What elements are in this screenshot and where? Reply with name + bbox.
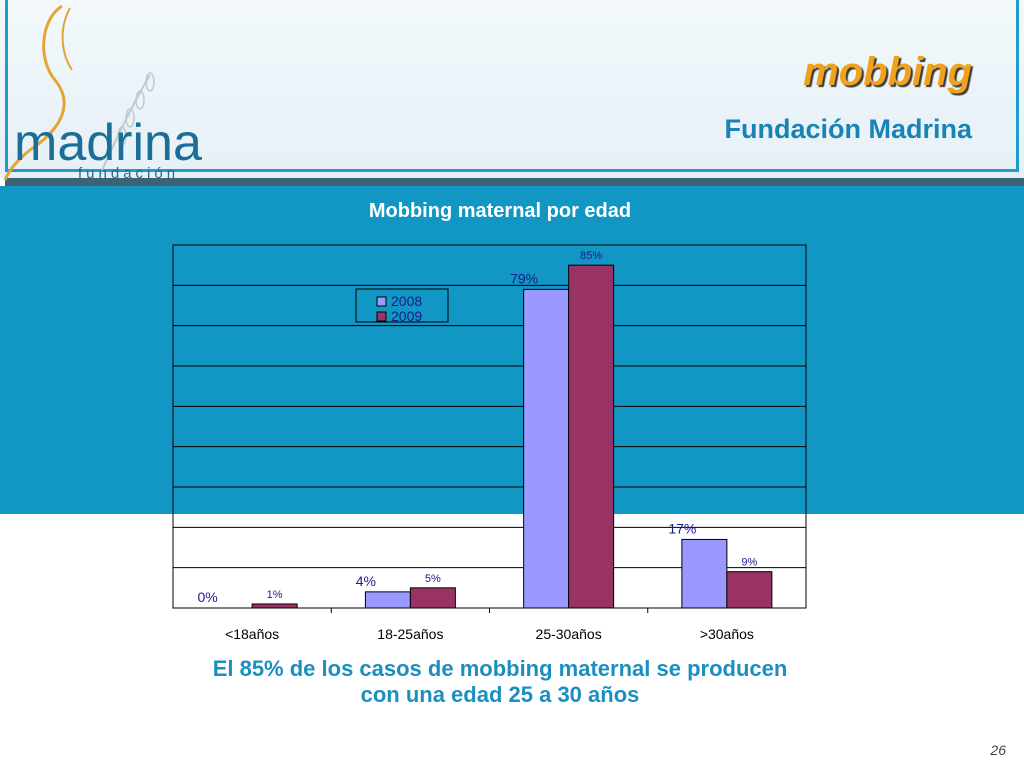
data-label: 5%: [425, 573, 441, 585]
bar-2008: [364, 591, 411, 609]
page-number: 26: [990, 742, 1006, 758]
data-label: 4%: [356, 573, 376, 589]
data-label: 9%: [741, 557, 757, 569]
page-subtitle: Fundación Madrina: [724, 114, 972, 144]
page-title: mobbing: [803, 50, 972, 94]
x-tick-label: 18-25años: [377, 626, 443, 642]
x-tick-label: >30años: [700, 626, 754, 642]
background-band: [0, 186, 1024, 514]
caption-line-1: El 85% de los casos de mobbing maternal …: [212, 656, 788, 681]
data-label: 1%: [267, 589, 283, 601]
x-tick-label: 25-30años: [536, 626, 602, 642]
chart-title: Mobbing maternal por edad: [368, 200, 632, 222]
x-tick-label: <18años: [225, 626, 279, 642]
logo-wordmark: madrina: [14, 114, 202, 172]
data-label: 85%: [580, 250, 602, 262]
bar-2009: [568, 264, 615, 609]
legend-label-2009: 2009: [391, 308, 422, 324]
data-label: 17%: [668, 520, 696, 536]
legend-swatch-2009: [376, 311, 387, 322]
data-label: 0%: [198, 589, 218, 605]
bar-2008: [681, 538, 728, 609]
data-label: 79%: [510, 270, 538, 286]
legend-swatch-2008: [376, 296, 387, 307]
legend-label-2008: 2008: [391, 293, 422, 309]
logo-subtext: fundación: [78, 165, 179, 182]
header-area: [0, 0, 1024, 178]
bar-2009: [726, 571, 773, 609]
bar-2008: [523, 288, 570, 609]
bar-2009: [409, 587, 456, 609]
madrina-logo: madrina fundación: [3, 4, 202, 182]
header-frame: [5, 0, 1019, 172]
bar-2009: [251, 603, 298, 609]
legend-box: [355, 288, 449, 323]
caption-line-2: con una edad 25 a 30 años: [360, 682, 640, 707]
header-divider: [5, 178, 1024, 186]
